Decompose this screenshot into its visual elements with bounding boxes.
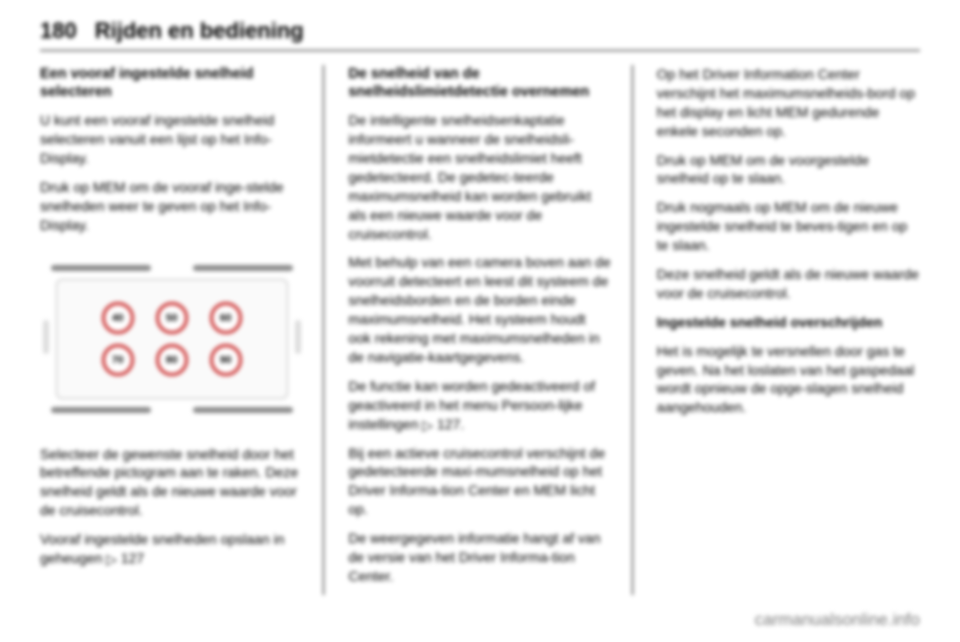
- para: Bij een actieve cruisecontrol verschijnt…: [348, 444, 611, 520]
- speed-sign-icon: 70: [102, 344, 134, 376]
- speed-sign-icon: 40: [102, 302, 134, 334]
- speed-sign-icon: 80: [156, 344, 188, 376]
- info-display: 40 50 60 70 80 90: [56, 279, 288, 399]
- para: Druk op MEM om de voorgestelde snelheid …: [657, 151, 920, 189]
- reference-icon: ▷: [422, 416, 433, 435]
- speed-row-2: 70 80 90: [102, 344, 242, 376]
- speed-sign-icon: 50: [156, 302, 188, 334]
- manual-page: 180 Rijden en bediening Een vooraf inges…: [0, 0, 960, 642]
- speed-sign-icon: 90: [210, 344, 242, 376]
- para-with-ref: De functie kan worden gedeactiveerd of g…: [348, 377, 611, 434]
- para: Druk nogmaals op MEM om de nieuwe ingest…: [657, 198, 920, 255]
- columns: Een vooraf ingestelde snelheid selectere…: [40, 65, 920, 595]
- dash-vent-bottom: [40, 399, 303, 421]
- para-suffix: .: [460, 416, 464, 432]
- column-3: Op het Driver Information Center verschi…: [657, 65, 920, 595]
- dash-vent-top: [40, 257, 303, 279]
- para: Op het Driver Information Center verschi…: [657, 65, 920, 141]
- speed-sign-icon: 60: [210, 302, 242, 334]
- para-text: Vooraf ingestelde snelheden opslaan in g…: [40, 531, 284, 566]
- page-header: 180 Rijden en bediening: [40, 18, 920, 51]
- column-2: De snelheid van de snelheidslimietdetect…: [348, 65, 632, 595]
- speed-row-1: 40 50 60: [102, 302, 242, 334]
- column-1: Een vooraf ingestelde snelheid selectere…: [40, 65, 324, 595]
- para: Druk op MEM om de vooraf inge-stelde sne…: [40, 178, 303, 235]
- reference-icon: ▷: [106, 550, 117, 569]
- para-text: De functie kan worden gedeactiveerd of g…: [348, 378, 595, 432]
- para: U kunt een vooraf ingestelde snelheid se…: [40, 111, 303, 168]
- para: Selecteer de gewenste snelheid door het …: [40, 445, 303, 521]
- reference-number: 127: [437, 416, 460, 432]
- page-title: Rijden en bediening: [95, 18, 304, 44]
- para: Met behulp van een camera boven aan de v…: [348, 253, 611, 366]
- reference-number: 127: [121, 550, 144, 566]
- page-number: 180: [40, 18, 77, 44]
- para: De intelligente snelheidsenkaptatie info…: [348, 111, 611, 243]
- heading-preset-speed: Een vooraf ingestelde snelheid selectere…: [40, 65, 303, 101]
- para: Het is mogelijk te versnellen door gas t…: [657, 342, 920, 418]
- para: Deze snelheid geldt als de nieuwe waarde…: [657, 265, 920, 303]
- para-with-ref: Vooraf ingestelde snelheden opslaan in g…: [40, 530, 303, 568]
- heading-exceed-speed: Ingestelde snelheid overschrijden: [657, 313, 920, 332]
- watermark-footer: carmanualsonline.info: [755, 610, 920, 630]
- para: De weergegeven informatie hangt af van d…: [348, 529, 611, 586]
- heading-speed-limit-override: De snelheid van de snelheidslimietdetect…: [348, 65, 611, 101]
- dashboard-illustration: 40 50 60 70 80 90: [40, 249, 303, 429]
